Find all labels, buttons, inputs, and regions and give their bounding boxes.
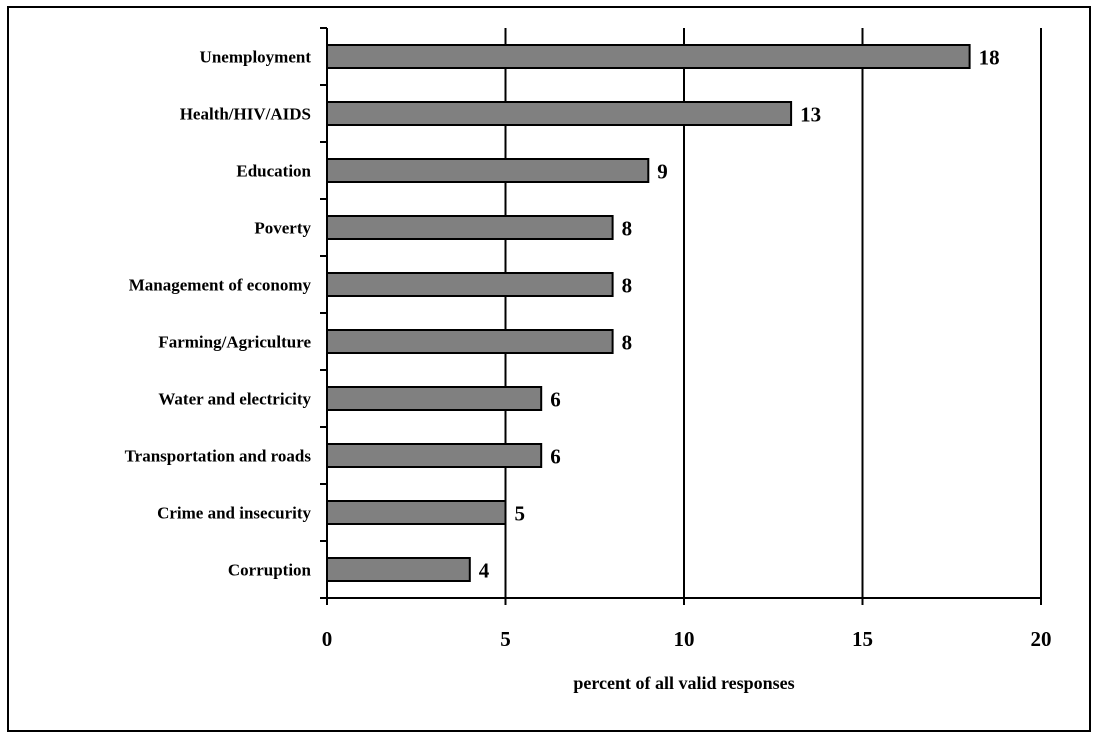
bar — [326, 557, 471, 582]
x-tick-label: 20 — [1031, 627, 1052, 651]
x-tick-labels: 0 5 10 15 20 — [322, 627, 1052, 651]
bar — [326, 44, 971, 69]
x-tick-label: 15 — [852, 627, 873, 651]
bar — [326, 158, 650, 183]
data-label: 8 — [622, 217, 633, 241]
category-label: Management of economy — [129, 276, 312, 295]
category-label: Crime and insecurity — [157, 504, 311, 523]
category-label: Unemployment — [200, 48, 312, 67]
x-tick-label: 5 — [500, 627, 511, 651]
category-label: Education — [236, 162, 311, 181]
bar — [326, 329, 614, 354]
x-tick-label: 0 — [322, 627, 333, 651]
bar — [326, 272, 614, 297]
x-axis-label: percent of all valid responses — [573, 673, 794, 693]
category-label: Water and electricity — [158, 390, 311, 409]
bar — [326, 386, 543, 411]
category-label: Health/HIV/AIDS — [180, 105, 311, 124]
data-label: 6 — [550, 445, 561, 469]
data-label: 13 — [800, 103, 821, 127]
category-label: Farming/Agriculture — [158, 333, 311, 352]
bar — [326, 443, 543, 468]
x-tick-label: 10 — [674, 627, 695, 651]
category-label: Corruption — [228, 561, 312, 580]
data-label: 9 — [657, 160, 668, 184]
data-label: 6 — [550, 388, 561, 412]
bar — [326, 101, 793, 126]
data-label: 8 — [622, 274, 633, 298]
axes — [320, 27, 1042, 605]
category-label: Poverty — [254, 219, 311, 238]
data-label: 4 — [479, 559, 490, 583]
bars — [326, 44, 971, 582]
chart-frame — [7, 6, 1091, 732]
data-label: 8 — [622, 331, 633, 355]
bar — [326, 500, 507, 525]
data-labels: 18 13 9 8 8 8 6 6 5 4 — [479, 46, 1000, 583]
data-label: 18 — [979, 46, 1000, 70]
data-label: 5 — [515, 502, 526, 526]
bar — [326, 215, 614, 240]
category-labels: Unemployment Health/HIV/AIDS Education Pove… — [125, 48, 312, 580]
category-label: Transportation and roads — [125, 447, 312, 466]
